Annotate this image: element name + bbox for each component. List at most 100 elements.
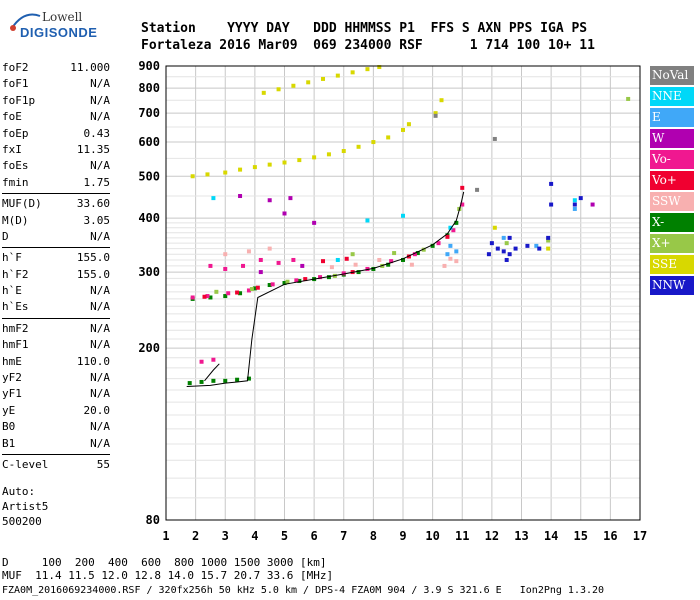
legend-item: Vo+ <box>650 171 694 192</box>
legend-item: NoVal <box>650 66 694 87</box>
param-name: foE <box>2 110 22 124</box>
param-row: foF1p N/A <box>2 93 110 109</box>
param-row: h`Es N/A <box>2 299 110 315</box>
data-point-x- <box>430 243 435 248</box>
x-tick-label: 14 <box>544 529 558 543</box>
data-point-sse <box>276 87 281 92</box>
param-value: N/A <box>90 420 110 434</box>
legend-item: X- <box>650 213 694 234</box>
data-point-vo- <box>365 266 370 271</box>
data-point-nnw <box>507 252 512 257</box>
data-point-ssw <box>409 262 414 267</box>
param-value: N/A <box>90 159 110 173</box>
param-name: foEs <box>2 159 29 173</box>
data-point-x- <box>252 286 257 291</box>
param-row: C-level 55 <box>2 457 110 473</box>
param-name: yE <box>2 403 16 417</box>
data-point-nnw <box>525 243 530 248</box>
param-row: yE 20.0 <box>2 403 110 419</box>
x-tick-label: 4 <box>251 529 258 543</box>
x-tick-label: 8 <box>370 529 377 543</box>
param-separator <box>2 453 110 455</box>
legend-item: SSW <box>650 192 694 213</box>
header-row1: Station YYYY DAY DDD HHMMSS P1 FFS S AXN… <box>141 21 588 36</box>
header-row2: Fortaleza 2016 Mar09 069 234000 RSF 1 71… <box>141 38 595 53</box>
param-value: 155.0 <box>76 267 110 281</box>
data-point-e <box>534 243 539 248</box>
data-point-x- <box>223 294 228 299</box>
data-point-x- <box>356 270 361 275</box>
data-point-w <box>238 194 243 199</box>
y-tick-label: 400 <box>138 211 160 225</box>
lowell-digisonde-logo: Lowell DIGISONDE <box>6 8 126 48</box>
param-value: 110.0 <box>76 354 110 368</box>
data-point-w <box>267 198 272 203</box>
data-point-sse <box>238 167 243 172</box>
data-point-sse <box>401 127 405 132</box>
data-point-nnw <box>572 202 577 207</box>
param-row: foEs N/A <box>2 158 110 174</box>
data-point-ssw <box>267 246 272 251</box>
param-value: N/A <box>90 371 110 385</box>
param-name: C-level <box>2 457 49 471</box>
x-tick-label: 2 <box>192 529 199 543</box>
param-separator <box>2 247 110 249</box>
param-value: N/A <box>90 321 110 335</box>
y-tick-label: 500 <box>138 169 160 183</box>
param-name: h`E <box>2 284 22 298</box>
data-point-vo- <box>460 202 465 207</box>
param-value: N/A <box>90 229 110 243</box>
param-row: h`F2 155.0 <box>2 267 110 283</box>
data-point-x- <box>187 381 192 386</box>
data-point-ssw <box>377 257 382 262</box>
data-point-noval <box>433 113 438 118</box>
data-point-vo- <box>226 291 231 296</box>
param-value: 33.60 <box>76 197 110 211</box>
data-point-vo- <box>270 282 275 287</box>
param-name: hmE <box>2 354 22 368</box>
data-point-sse <box>223 170 228 175</box>
x-tick-label: 1 <box>162 529 169 543</box>
param-value: N/A <box>90 93 110 107</box>
x-tick-label: 10 <box>425 529 439 543</box>
data-point-x- <box>454 220 459 225</box>
data-point-vo- <box>241 263 246 268</box>
data-point-x- <box>371 266 376 271</box>
data-point-x- <box>208 295 213 300</box>
param-name: yF2 <box>2 371 22 385</box>
param-name: fxI <box>2 142 22 156</box>
plot-frame <box>165 65 641 521</box>
x-tick-label: 9 <box>399 529 406 543</box>
trace-curves <box>186 191 465 387</box>
y-tick-label: 80 <box>146 513 160 527</box>
data-point-x- <box>415 251 420 256</box>
data-point-x- <box>386 262 391 267</box>
param-name: B1 <box>2 436 16 450</box>
data-point-vo+ <box>235 290 240 295</box>
data-point-vo- <box>451 228 456 233</box>
param-row: h`E N/A <box>2 283 110 299</box>
data-point-nnw <box>507 235 512 240</box>
param-name: M(D) <box>2 213 29 227</box>
param-value: N/A <box>90 110 110 124</box>
data-point-x- <box>235 377 240 382</box>
y-tick-label: 800 <box>138 81 160 95</box>
data-point-x+ <box>350 252 355 257</box>
data-point-sse <box>341 149 346 154</box>
data-point-x- <box>199 379 204 384</box>
param-row: M(D) 3.05 <box>2 213 110 229</box>
param-value: 3.05 <box>83 213 111 227</box>
data-point-nnw <box>549 181 554 186</box>
data-point-vo- <box>211 357 216 362</box>
data-point-vo+ <box>255 285 260 290</box>
logo-line2: DIGISONDE <box>20 25 98 40</box>
station-header: Station YYYY DAY DDD HHMMSS P1 FFS S AXN… <box>141 20 595 54</box>
data-point-nnw <box>504 257 509 262</box>
legend-item: NNE <box>650 87 694 108</box>
data-point-e <box>454 249 459 254</box>
data-point-sse <box>205 172 210 177</box>
x-tick-label: 11 <box>455 529 469 543</box>
x-tick-label: 15 <box>574 529 588 543</box>
data-point-ssw <box>353 262 358 267</box>
